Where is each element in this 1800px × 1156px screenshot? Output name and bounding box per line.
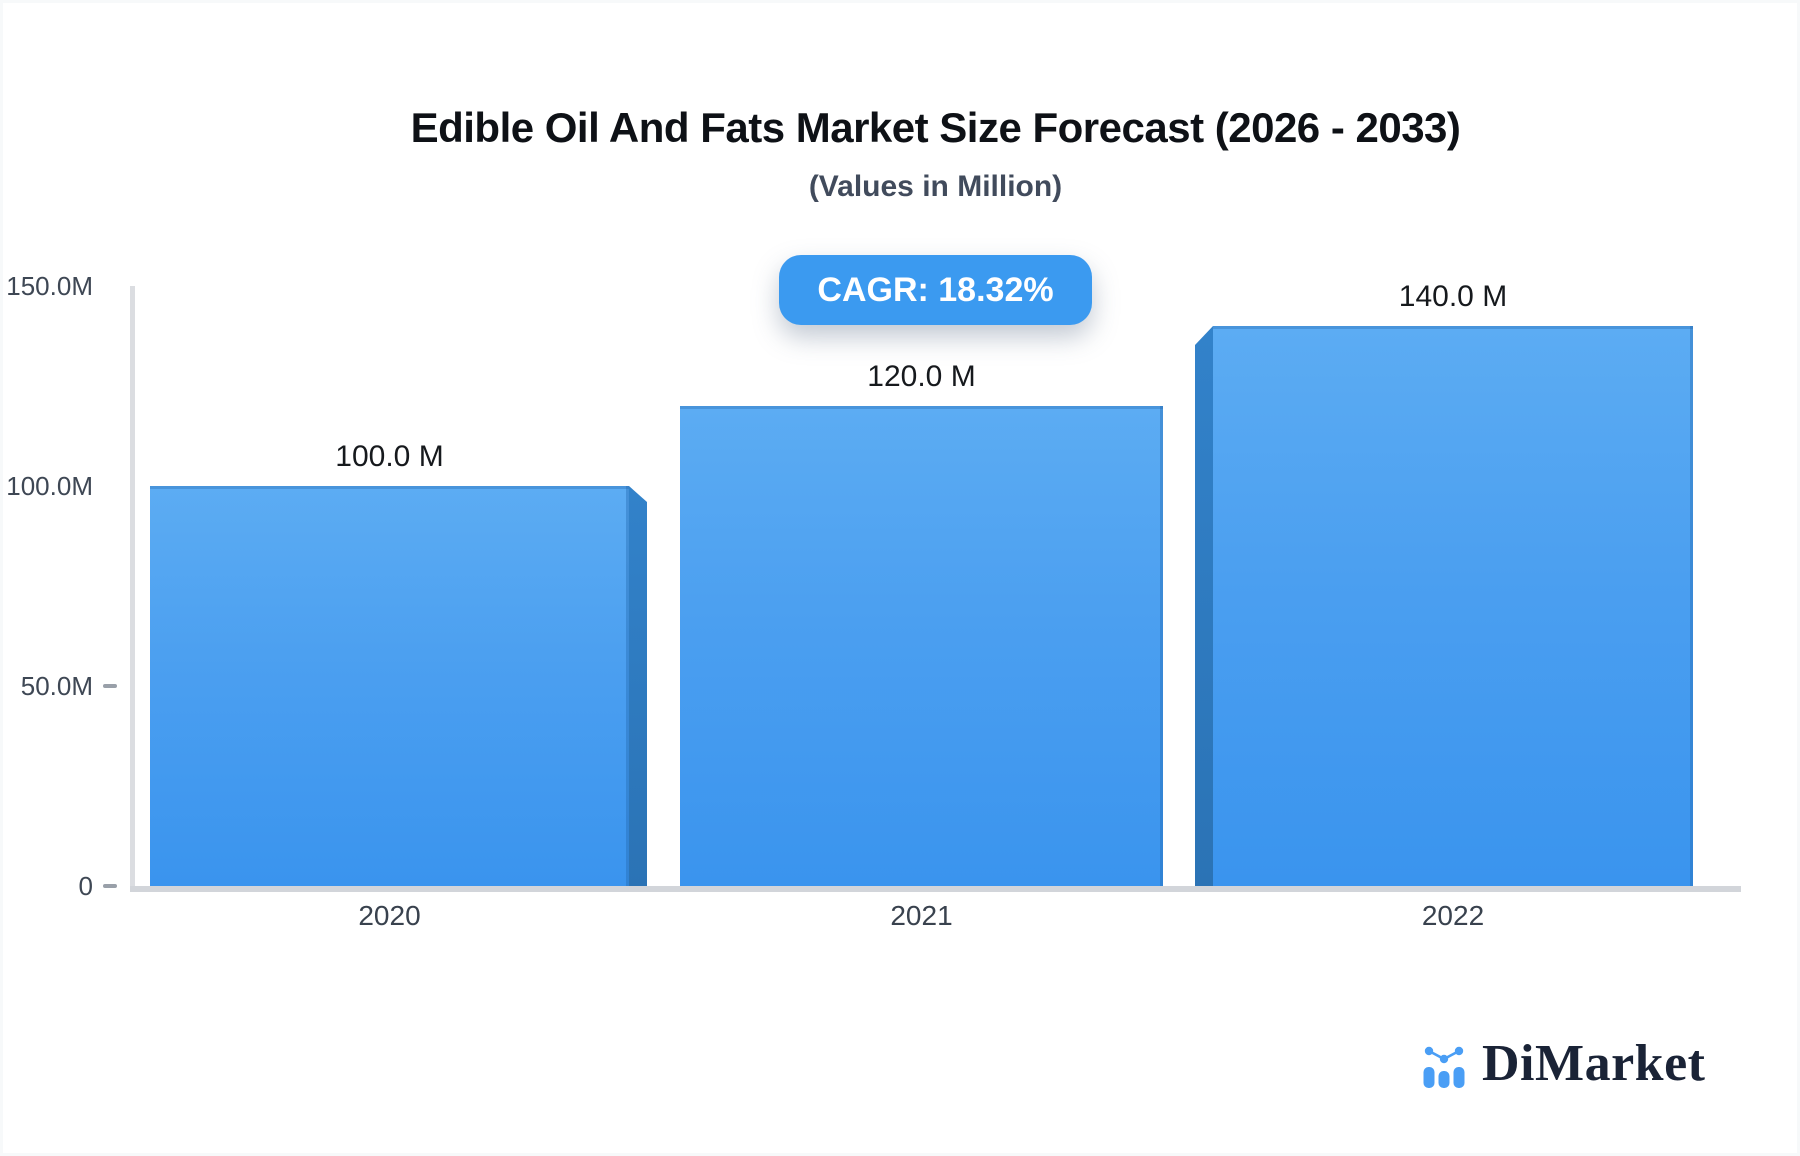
x-axis-label-2022: 2022: [1421, 900, 1485, 931]
page-title: Edible Oil And Fats Market Size Forecast…: [410, 104, 1461, 151]
y-tick-dash-50.0M: [103, 684, 117, 688]
y-axis: [130, 286, 135, 892]
y-tick-label-50.0M: 50.0M: [20, 671, 93, 701]
page-subtitle: (Values in Million): [808, 170, 1063, 203]
bar-3d-side-2022: [1195, 326, 1213, 886]
x-axis-label-2020: 2020: [358, 900, 421, 931]
cagr-badge: CAGR: 18.32%: [779, 255, 1092, 325]
x-axis: [130, 886, 1741, 892]
y-tick-dash-0: [103, 884, 117, 888]
bar-chart-logo-icon: [1423, 1046, 1465, 1088]
bar-2021[interactable]: [680, 406, 1163, 886]
bar-value-label-2022: 140.0 M: [1398, 280, 1508, 313]
y-tick-label-0: 0: [78, 871, 93, 901]
cagr-badge-row: CAGR: 18.32%: [130, 255, 1741, 325]
bar-value-label-2020: 100.0 M: [335, 440, 444, 473]
brand-name: DiMarket: [1482, 1035, 1706, 1092]
bar-3d-side-2020: [629, 486, 647, 886]
y-tick-label-150.0M: 150.0M: [6, 271, 93, 301]
brand-logo: DiMarket: [1423, 1035, 1706, 1092]
x-axis-label-2021: 2021: [890, 900, 953, 931]
bar-2022[interactable]: [1213, 326, 1693, 886]
bar-value-label-2021: 120.0 M: [867, 360, 976, 393]
y-tick-label-100.0M: 100.0M: [6, 471, 93, 501]
bar-2020[interactable]: [150, 486, 629, 886]
